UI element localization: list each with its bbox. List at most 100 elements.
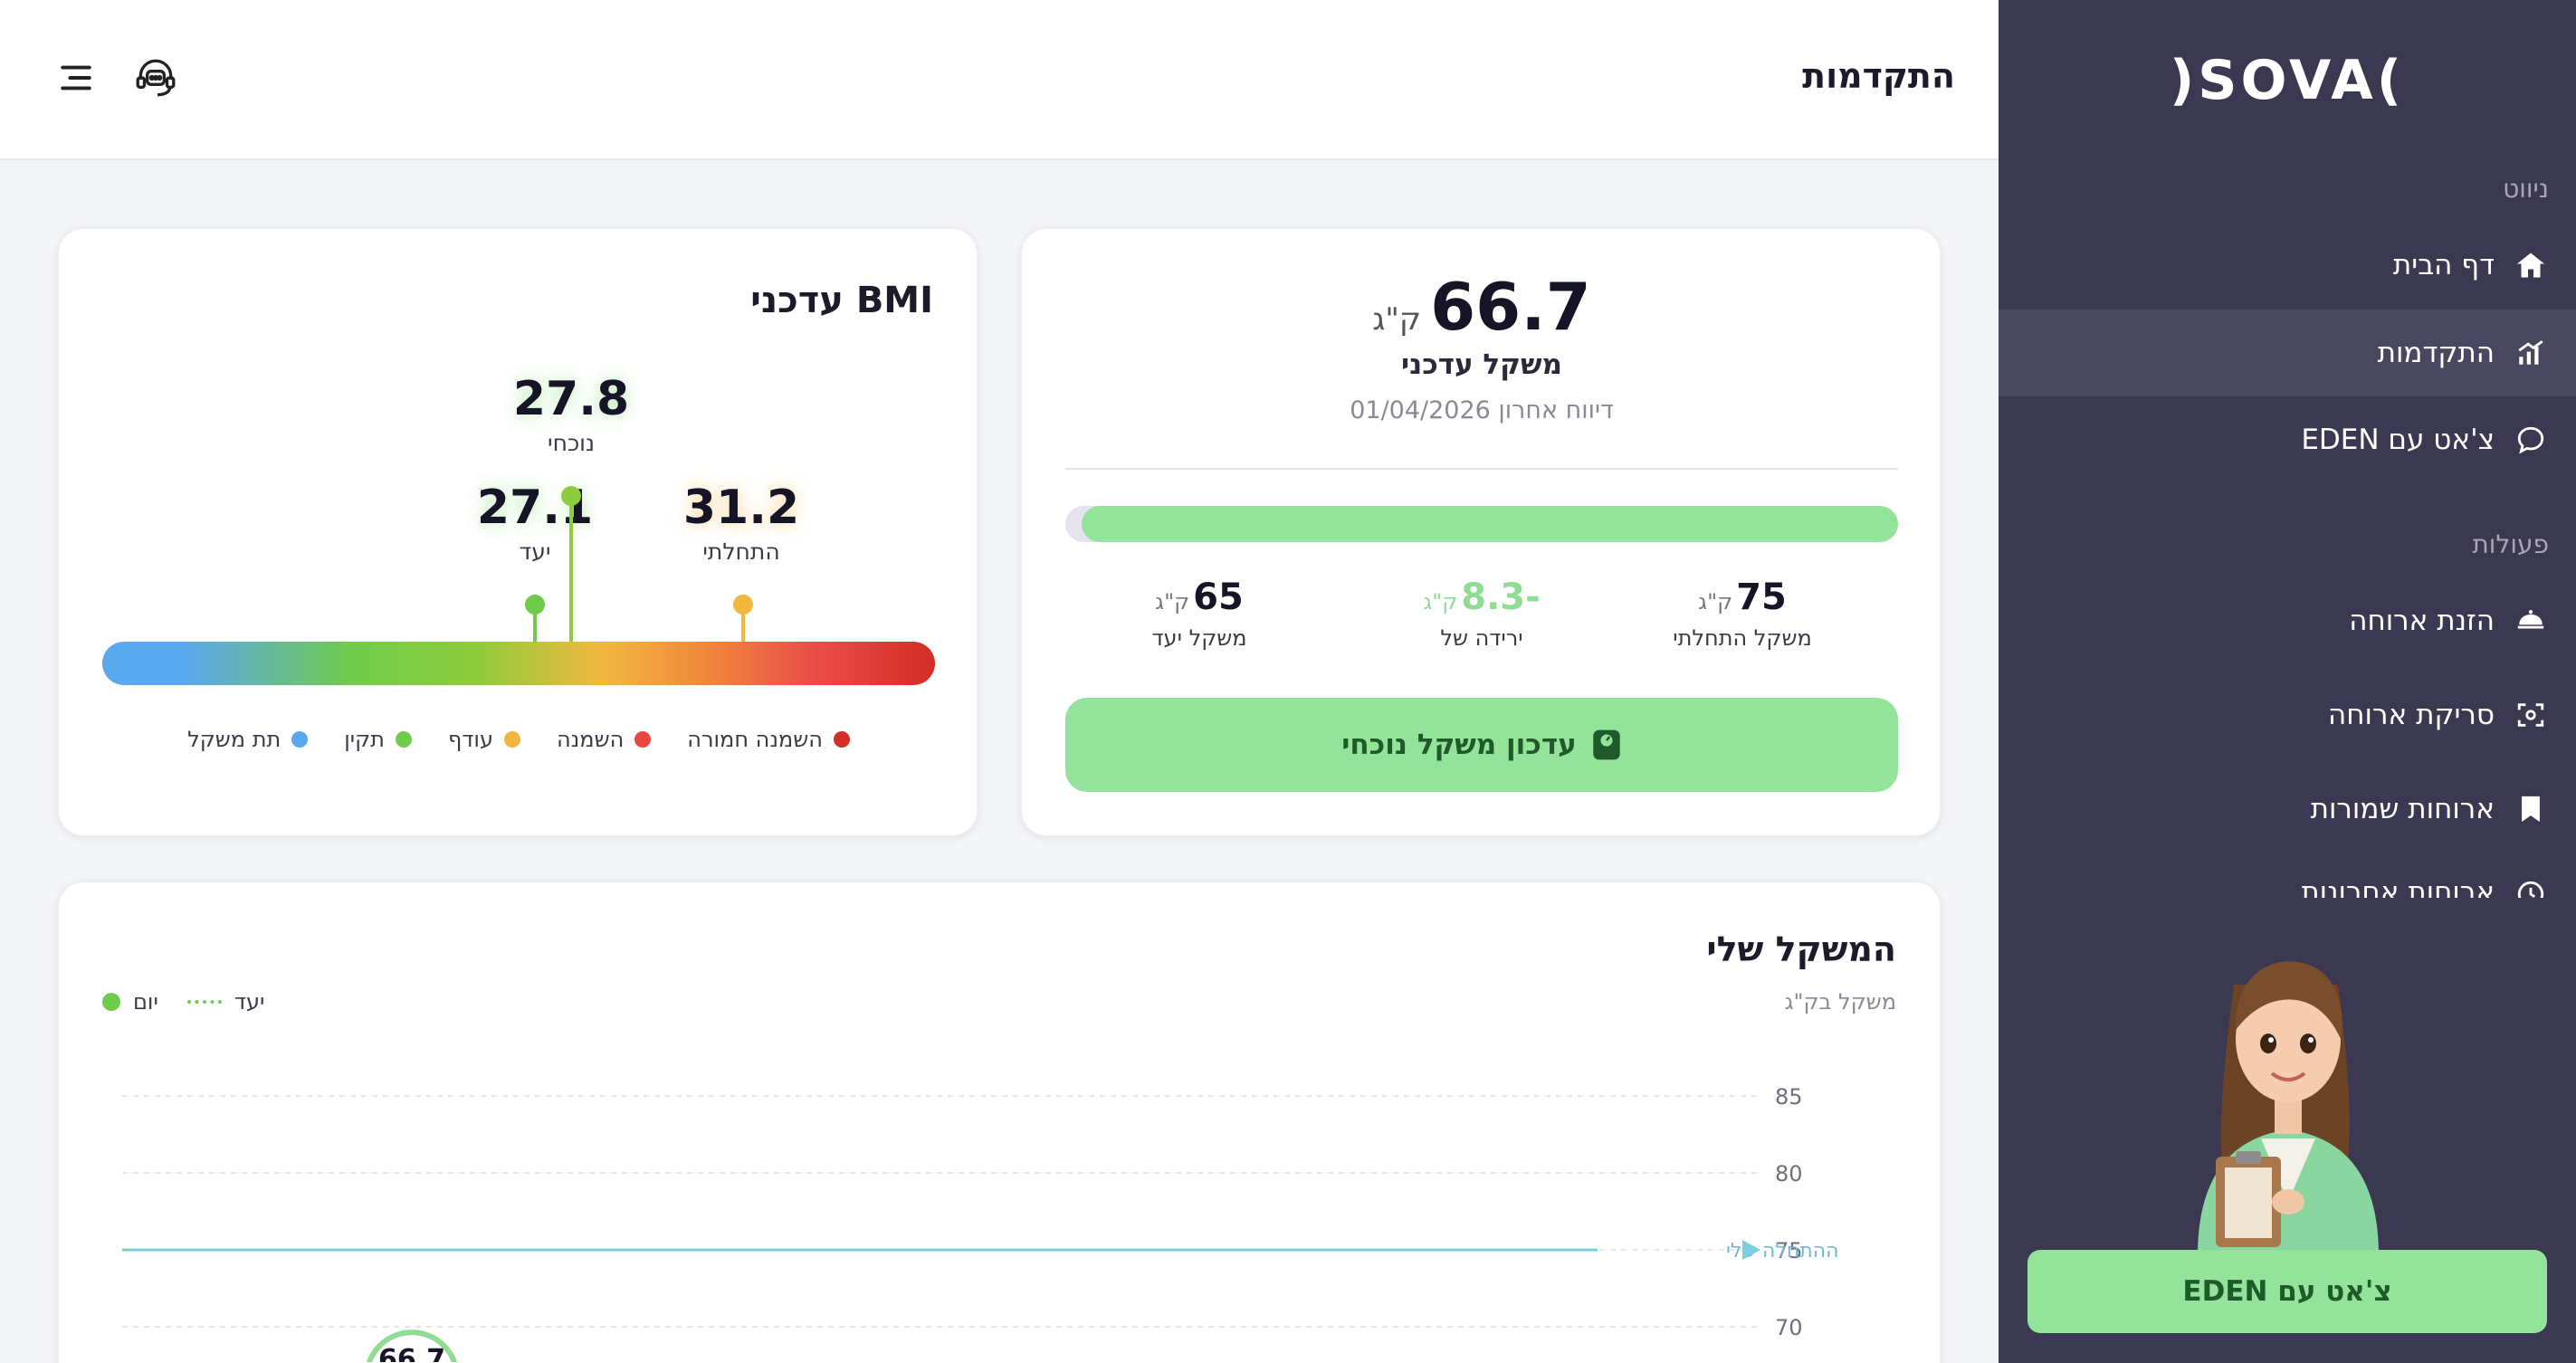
y-tick-label: 75 bbox=[1775, 1238, 1803, 1263]
legend-goal-label: יעד bbox=[234, 989, 265, 1015]
chart-title: המשקל שלי bbox=[1706, 929, 1896, 969]
sidebar-item-progress[interactable]: התקדמות bbox=[1999, 310, 2576, 396]
current-weight-unit: ק"ג bbox=[1372, 301, 1422, 338]
legend-label: השמנה bbox=[556, 727, 625, 752]
stat-unit: ק"ג bbox=[1155, 589, 1190, 615]
update-weight-button[interactable]: עדכון משקל נוכחי bbox=[1065, 698, 1898, 792]
bmi-goal: 27.1 יעד bbox=[444, 481, 625, 565]
top-header: התקדמות bbox=[0, 0, 1999, 160]
bmi-current-marker-dot bbox=[561, 486, 581, 506]
sidebar-item-saved-meals[interactable]: ארוחות שמורות bbox=[1999, 766, 2576, 853]
nav-section-label: ניווט bbox=[2503, 174, 2549, 204]
progress-chart-icon bbox=[2513, 335, 2549, 371]
legend-label: עודף bbox=[447, 727, 493, 752]
legend-label: תת משקל bbox=[187, 727, 281, 752]
sidebar-item-recent-meals[interactable]: ארוחות אחרונות bbox=[1999, 863, 2576, 898]
legend-goal-swatch bbox=[186, 1000, 222, 1004]
eden-avatar bbox=[2161, 930, 2415, 1256]
weight-progress-fill bbox=[1082, 506, 1898, 542]
sidebar-item-scan-meal[interactable]: סריקת ארוחה bbox=[1999, 672, 2576, 758]
chart-legend: יעד יום bbox=[102, 989, 264, 1015]
legend-dot bbox=[634, 731, 652, 748]
logo: )SOVA( bbox=[2169, 49, 2406, 112]
legend-day-dot bbox=[102, 993, 120, 1011]
bmi-goal-marker bbox=[533, 595, 537, 643]
bmi-current-value: 27.8 bbox=[512, 372, 630, 426]
data-point-label: 66.7 bbox=[378, 1344, 445, 1362]
bmi-start-marker-dot bbox=[733, 595, 753, 615]
sidebar-item-home[interactable]: דף הבית bbox=[1999, 222, 2576, 309]
sidebar-item-log-meal[interactable]: הזנת ארוחה bbox=[1999, 577, 2576, 664]
stat-value: 65 bbox=[1193, 577, 1244, 618]
current-weight-label: משקל עדכני bbox=[1401, 348, 1562, 381]
actions-section-label: פעולות bbox=[2472, 529, 2549, 559]
bmi-title: BMI עדכני bbox=[750, 280, 933, 321]
bmi-start-label: התחלתי bbox=[702, 539, 780, 565]
data-point[interactable] bbox=[366, 1330, 458, 1362]
legend-dot bbox=[291, 731, 309, 748]
stat-label: משקל יעד bbox=[1151, 625, 1247, 651]
legend-item-underweight: תת משקל bbox=[187, 727, 309, 752]
stat-label: משקל התחלתי bbox=[1673, 625, 1812, 651]
scale-icon bbox=[1591, 729, 1622, 761]
page-title: התקדמות bbox=[1802, 56, 1955, 96]
bmi-start-value: 31.2 bbox=[682, 481, 800, 535]
stat-unit: ק"ג bbox=[1698, 589, 1733, 615]
weight-chart-card: המשקל שלי משקל בק"ג יעד יום 85 80 75 70 ההת… bbox=[58, 882, 1941, 1363]
legend-item-overweight: עודף bbox=[448, 727, 520, 752]
stat-value: -8.3 bbox=[1461, 577, 1541, 618]
stat-weight-loss: -8.3ק"ג ירידה של bbox=[1346, 577, 1617, 651]
bmi-gauge bbox=[102, 642, 935, 685]
y-tick-label: 85 bbox=[1775, 1084, 1803, 1110]
stat-start-weight: 75ק"ג משקל התחלתי bbox=[1607, 577, 1878, 651]
last-report-date: דיווח אחרון 01/04/2026 bbox=[1350, 396, 1614, 424]
legend-dot bbox=[395, 731, 412, 748]
bmi-current: 27.8 נוכחי bbox=[481, 372, 662, 456]
headset-chat-icon bbox=[133, 55, 178, 104]
history-icon bbox=[2513, 876, 2549, 898]
scan-icon bbox=[2513, 697, 2549, 733]
hamburger-menu-icon bbox=[58, 62, 94, 98]
bmi-goal-value: 27.1 bbox=[476, 481, 594, 535]
bmi-start-marker bbox=[741, 595, 745, 643]
bmi-current-marker bbox=[569, 491, 573, 643]
divider bbox=[1065, 468, 1898, 470]
sidebar-item-label: דף הבית bbox=[2392, 249, 2495, 281]
sidebar-item-label: סריקת ארוחה bbox=[2328, 699, 2495, 731]
sidebar-item-label: ארוחות שמורות bbox=[2310, 793, 2495, 825]
bmi-current-label: נוכחי bbox=[548, 430, 595, 456]
sidebar-item-chat[interactable]: צ'אט עם EDEN bbox=[1999, 396, 2576, 483]
support-button[interactable] bbox=[132, 56, 179, 103]
sidebar-item-label: התקדמות bbox=[2377, 337, 2495, 369]
bmi-start: 31.2 התחלתי bbox=[651, 481, 832, 565]
sidebar: )SOVA( ניווט דף הבית התקדמות צ'אט עם EDE… bbox=[1999, 0, 2576, 1363]
legend-item-normal: תקין bbox=[344, 727, 412, 752]
chart-subtitle: משקל בק"ג bbox=[1784, 989, 1896, 1015]
stat-goal-weight: 65ק"ג משקל יעד bbox=[1064, 577, 1335, 651]
bmi-goal-label: יעד bbox=[519, 539, 551, 565]
legend-dot bbox=[503, 731, 520, 748]
legend-label: השמנה חמורה bbox=[687, 727, 823, 752]
update-weight-label: עדכון משקל נוכחי bbox=[1341, 729, 1577, 761]
meal-dish-icon bbox=[2513, 603, 2549, 639]
legend-item-severe-obesity: השמנה חמורה bbox=[687, 727, 850, 752]
chat-with-eden-button[interactable]: צ'אט עם EDEN bbox=[2027, 1250, 2547, 1333]
current-weight-card: 66.7ק"ג משקל עדכני דיווח אחרון 01/04/202… bbox=[1021, 228, 1941, 836]
sidebar-item-label: ארוחות אחרונות bbox=[2301, 876, 2495, 898]
legend-item-obesity: השמנה bbox=[556, 727, 652, 752]
menu-button[interactable] bbox=[52, 56, 100, 103]
legend-label: תקין bbox=[344, 727, 385, 752]
y-tick-label: 70 bbox=[1775, 1315, 1803, 1340]
bmi-goal-marker-dot bbox=[525, 595, 545, 615]
legend-dot bbox=[833, 731, 850, 748]
chat-bubble-icon bbox=[2513, 422, 2549, 458]
y-tick-label: 80 bbox=[1775, 1161, 1803, 1187]
sidebar-item-label: צ'אט עם EDEN bbox=[2301, 424, 2495, 456]
weight-progress-bar bbox=[1065, 506, 1898, 542]
current-weight: 66.7ק"ג bbox=[1022, 269, 1942, 345]
home-icon bbox=[2513, 247, 2549, 283]
current-weight-value: 66.7 bbox=[1430, 269, 1591, 345]
bmi-card: BMI עדכני 27.8 נוכחי 27.1 יעד 31.2 התחלת… bbox=[58, 228, 978, 836]
stat-label: ירידה של bbox=[1440, 625, 1523, 651]
